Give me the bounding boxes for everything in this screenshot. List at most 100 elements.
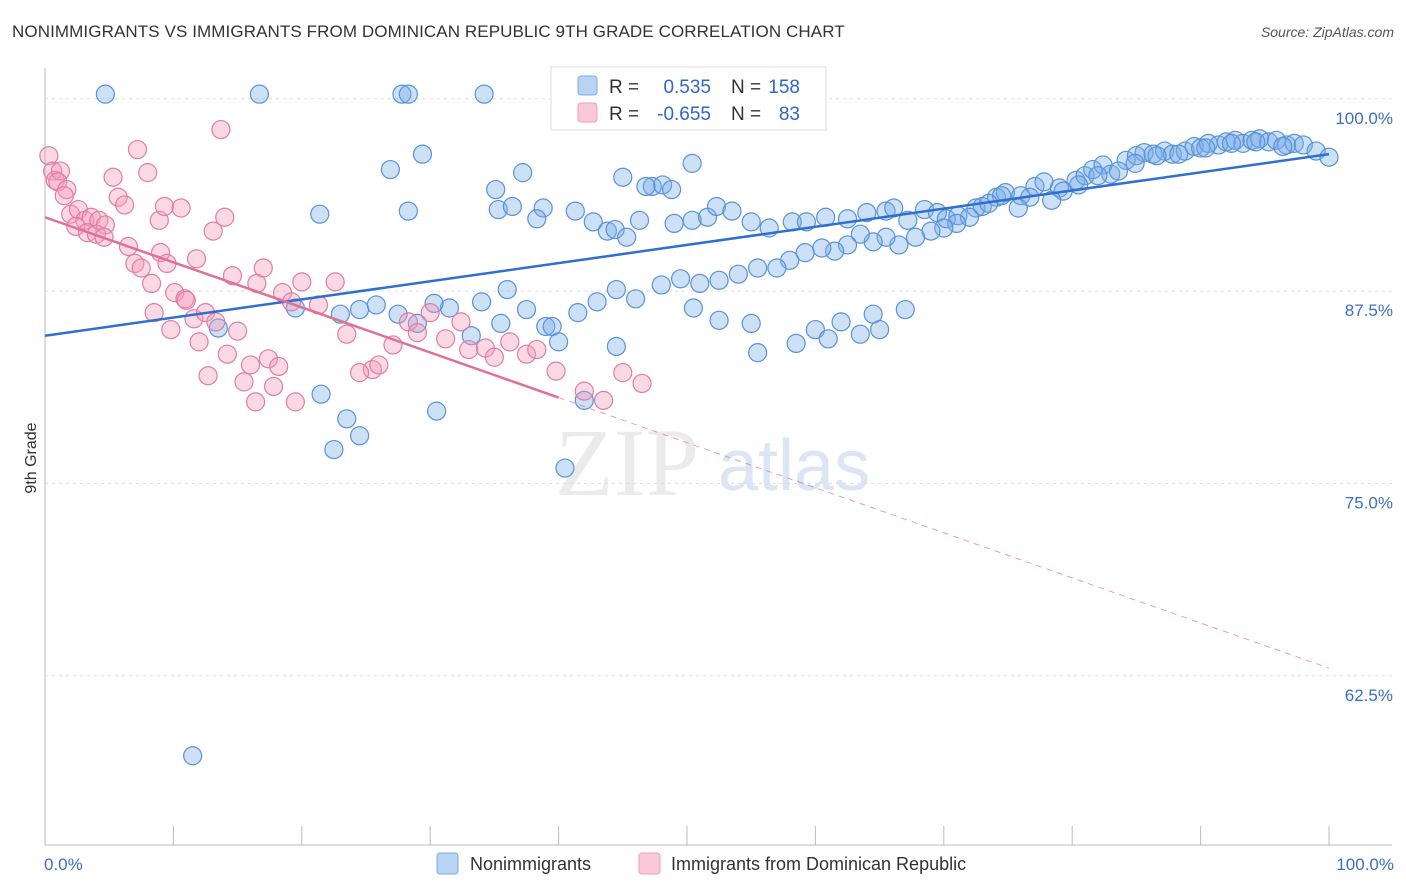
- immigrants-point-17: [103, 167, 123, 187]
- immigrants-point-35: [292, 272, 312, 292]
- immigrants-point-46: [175, 289, 195, 309]
- nonimmigrants-point-24: [629, 210, 650, 230]
- nonimmigrants-point-104: [876, 227, 896, 247]
- nonimmigrants-point-147: [709, 310, 729, 330]
- legend-r-value-1: 0.535: [663, 77, 711, 98]
- bottom-legend-label-immigrants: Immigrants from Dominican Republic: [671, 854, 966, 874]
- nonimmigrants-point-141: [349, 426, 370, 446]
- nonimmigrants-point-6: [380, 159, 400, 180]
- nonimmigrants-point-40: [884, 198, 904, 218]
- nonimmigrants-point-11: [653, 175, 673, 195]
- nonimmigrants-point-3: [398, 84, 418, 104]
- immigrants-point-42: [131, 258, 151, 278]
- immigrants-point-29: [215, 207, 235, 227]
- immigrants-point-71: [451, 312, 471, 332]
- immigrants-point-52: [240, 355, 261, 375]
- immigrants-point-6: [54, 186, 74, 206]
- nonimmigrants-point-127: [491, 313, 511, 334]
- immigrants-point-38: [337, 324, 357, 344]
- legend-r-value-2: -0.655: [657, 104, 711, 125]
- immigrants-point-81: [613, 363, 633, 383]
- nonimmigrants-point-142: [324, 439, 344, 460]
- x-tick-label-max: 100.0%: [1336, 855, 1394, 874]
- nonimmigrants-point-155: [818, 329, 838, 349]
- immigrants-point-54: [269, 356, 289, 377]
- nonimmigrants-point-31: [722, 201, 742, 221]
- x-ticks: [44, 826, 1330, 845]
- stats-legend: R = 0.535 N = 158 R = -0.655 N = 83: [550, 66, 827, 131]
- nonimmigrants-point-25: [605, 219, 625, 240]
- nonimmigrants-point-0: [95, 84, 115, 104]
- series-nonimmigrants-points: [95, 84, 1339, 766]
- nonimmigrants-point-84: [1221, 133, 1242, 153]
- nonimmigrants-point-60: [1126, 146, 1147, 166]
- nonimmigrants-point-120: [606, 279, 626, 300]
- nonimmigrants-point-15: [533, 198, 553, 218]
- nonimmigrants-point-159: [542, 316, 562, 337]
- nonimmigrants-point-134: [366, 295, 386, 315]
- immigrants-point-21: [138, 163, 158, 183]
- legend-n-label-2: N =: [731, 104, 761, 125]
- chart-title: NONIMMIGRANTS VS IMMIGRANTS FROM DOMINIC…: [12, 22, 845, 41]
- nonimmigrants-point-139: [311, 384, 331, 404]
- trend-lines: [44, 152, 1330, 669]
- immigrants-point-72: [459, 339, 479, 360]
- nonimmigrants-point-156: [850, 324, 870, 344]
- x-tick-label-min: 0.0%: [44, 855, 83, 874]
- y-tick-label-1: 87.5%: [1345, 301, 1393, 320]
- nonimmigrants-point-56: [1083, 159, 1103, 180]
- immigrants-point-45: [165, 283, 185, 303]
- nonimmigrants-point-13: [661, 179, 682, 200]
- nonimmigrants-point-88: [1125, 153, 1145, 173]
- legend-n-value-2: 83: [779, 104, 800, 125]
- immigrants-point-59: [198, 366, 218, 386]
- nonimmigrants-point-37: [837, 209, 858, 229]
- nonimmigrants-point-110: [795, 243, 815, 263]
- immigrants-point-32: [253, 258, 273, 278]
- nonimmigrants-point-90: [1088, 166, 1108, 186]
- immigrants-point-79: [574, 381, 594, 401]
- legend-swatch-nonimmigrants: [577, 75, 598, 96]
- immigrants-point-53: [258, 349, 279, 369]
- immigrants-point-80: [593, 390, 614, 410]
- immigrants-point-19: [115, 195, 135, 215]
- nonimmigrants-point-144: [555, 458, 575, 478]
- legend-n-value-1: 158: [768, 77, 800, 98]
- y-tick-label-2: 75.0%: [1345, 493, 1393, 512]
- trend-line-nonimmigrants: [44, 152, 1330, 337]
- watermark-atlas: atlas: [718, 426, 870, 506]
- nonimmigrants-point-1: [249, 84, 270, 104]
- nonimmigrants-point-109: [812, 238, 832, 258]
- immigrants-point-77: [527, 339, 547, 360]
- nonimmigrants-point-16: [488, 199, 508, 220]
- nonimmigrants-point-10: [682, 153, 702, 173]
- nonimmigrants-point-106: [850, 224, 870, 244]
- nonimmigrants-point-81: [1319, 147, 1339, 167]
- bottom-legend-swatch-immigrants: [638, 852, 661, 875]
- nonimmigrants-point-22: [583, 212, 603, 232]
- nonimmigrants-point-18: [310, 204, 330, 224]
- nonimmigrants-point-140: [337, 409, 357, 429]
- y-tick-label-0: 100.0%: [1335, 109, 1393, 128]
- nonimmigrants-point-41: [898, 210, 918, 230]
- nonimmigrants-point-118: [651, 275, 671, 295]
- nonimmigrants-point-125: [516, 299, 537, 320]
- nonimmigrants-point-28: [682, 210, 702, 230]
- nonimmigrants-point-12: [636, 176, 656, 197]
- immigrants-point-64: [349, 363, 370, 383]
- immigrants-point-37: [325, 272, 345, 292]
- nonimmigrants-point-38: [857, 203, 877, 223]
- nonimmigrants-point-95: [1008, 198, 1028, 218]
- nonimmigrants-point-14: [486, 179, 506, 200]
- nonimmigrants-point-27: [664, 213, 684, 233]
- nonimmigrants-point-5: [412, 144, 433, 164]
- immigrants-point-76: [516, 344, 537, 364]
- nonimmigrants-point-113: [748, 258, 768, 278]
- trend-line-immigrants-extension: [558, 397, 1330, 669]
- y-tick-labels: 100.0% 87.5% 75.0% 62.5%: [1335, 109, 1393, 705]
- legend-swatch-immigrants: [577, 102, 598, 123]
- immigrants-point-56: [161, 319, 181, 340]
- legend-n-label-1: N =: [731, 77, 761, 98]
- immigrants-point-74: [484, 347, 504, 367]
